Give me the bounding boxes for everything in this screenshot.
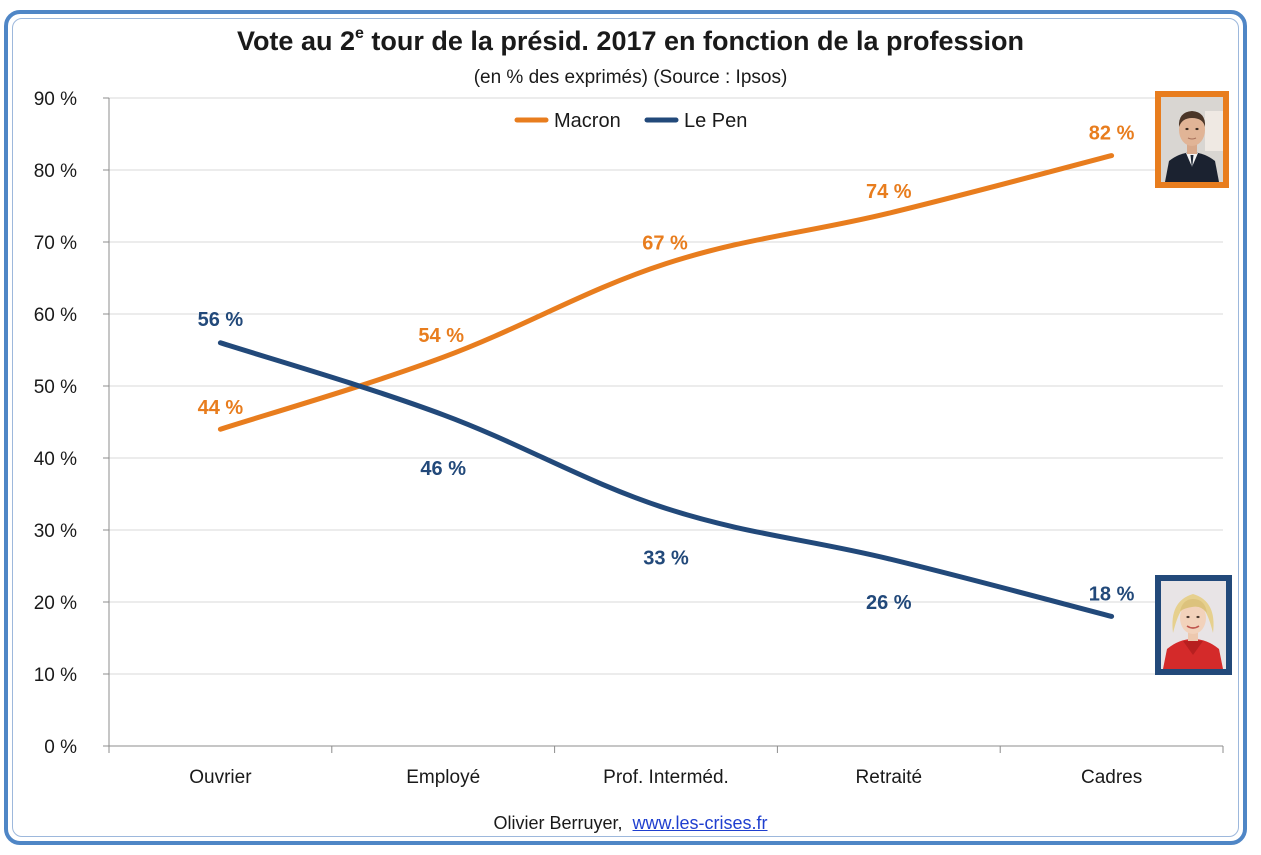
y-tick-label: 80 % [34, 161, 77, 182]
y-tick-label: 50 % [34, 377, 77, 398]
y-tick-label: 40 % [34, 449, 77, 470]
macron-data-label: 67 % [642, 233, 688, 255]
le-pen-series-line [217, 340, 1115, 619]
chart-title: Vote au 2e tour de la présid. 2017 en fo… [0, 26, 1261, 57]
le-pen-data-label: 46 % [420, 458, 466, 480]
x-tick-label: Employé [406, 767, 480, 788]
y-tick-label: 20 % [34, 593, 77, 614]
x-tick-label: Cadres [1081, 767, 1142, 788]
y-tick-label: 30 % [34, 521, 77, 542]
macron-portrait-icon [1161, 97, 1223, 182]
x-tick-label: Prof. Interméd. [603, 767, 729, 788]
author-credit: Olivier Berruyer, [493, 813, 623, 833]
le-pen-data-label: 33 % [643, 547, 689, 569]
macron-data-label: 74 % [866, 181, 912, 203]
y-tick-label: 90 % [34, 89, 77, 110]
x-tick-label: Ouvrier [189, 767, 252, 788]
y-tick-label: 70 % [34, 233, 77, 254]
le-pen-portrait-icon [1161, 581, 1226, 669]
le-pen-photo-icon [1155, 575, 1232, 675]
y-tick-label: 10 % [34, 665, 77, 686]
chart-title-part2: tour de la présid. 2017 en fonction de l… [363, 26, 1025, 56]
source-link[interactable]: www.les-crises.fr [632, 813, 768, 833]
macron-data-label: 82 % [1089, 123, 1135, 145]
chart-subtitle: (en % des exprimés) (Source : Ipsos) [473, 67, 788, 88]
macron-photo-icon [1155, 91, 1229, 188]
chart-title-superscript: e [354, 25, 364, 42]
y-tick-label: 60 % [34, 305, 77, 326]
chart-title-part1: Vote au 2 [236, 26, 355, 56]
macron-legend-label: Macron [554, 110, 621, 132]
macron-data-label: 44 % [198, 397, 244, 419]
x-tick-label: Retraité [856, 767, 923, 788]
le-pen-data-label: 26 % [866, 592, 912, 614]
chart-frame-inner [12, 18, 1239, 837]
y-tick-label: 0 % [44, 737, 77, 758]
le-pen-legend-label: Le Pen [684, 110, 747, 132]
macron-data-label: 54 % [418, 325, 464, 347]
le-pen-data-label: 56 % [198, 309, 244, 331]
chart-frame [4, 10, 1247, 845]
le-pen-data-label: 18 % [1089, 583, 1135, 605]
chart-footer: Olivier Berruyer, www.les-crises.fr [0, 813, 1261, 834]
macron-series-line [217, 153, 1115, 432]
